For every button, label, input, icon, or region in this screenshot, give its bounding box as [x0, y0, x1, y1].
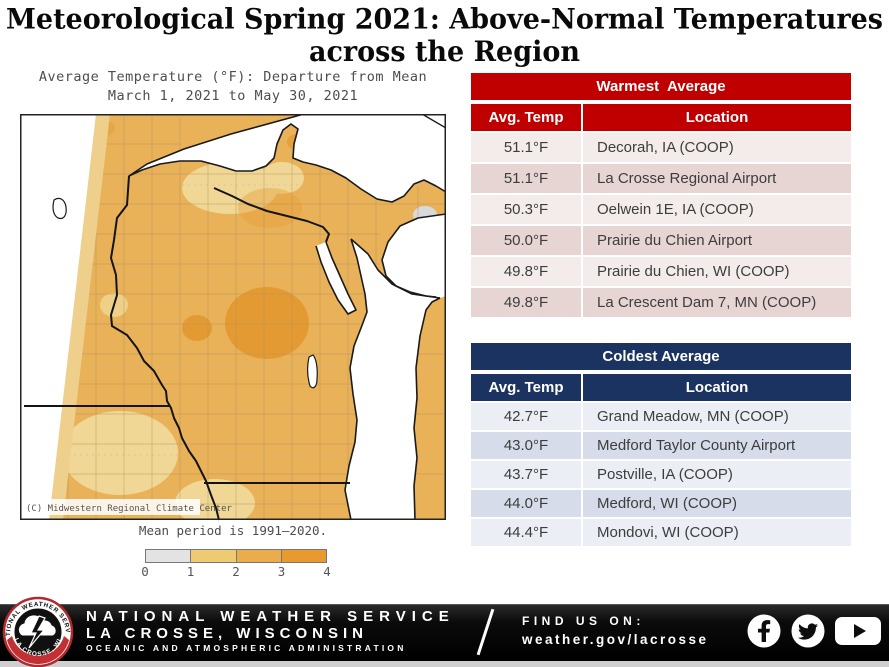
- location-cell: Oelwein 1E, IA (COOP): [583, 195, 851, 224]
- legend-tick-label: 0: [141, 564, 149, 579]
- coldest-average-table: Coldest Average Avg. Temp Location 42.7°…: [471, 343, 851, 548]
- location-cell: La Crosse Regional Airport: [583, 164, 851, 193]
- page-title: Meteorological Spring 2021: Above-Normal…: [6, 3, 883, 69]
- avg-temp-cell: 49.8°F: [471, 288, 583, 317]
- map-heading: Average Temperature (°F): Departure from…: [10, 68, 456, 106]
- legend-segment: [191, 550, 237, 562]
- table-row: 51.1°F Decorah, IA (COOP): [471, 133, 851, 162]
- warmest-col-header-location: Location: [583, 104, 851, 131]
- location-cell: Medford, WI (COOP): [583, 490, 851, 517]
- location-cell: Mondovi, WI (COOP): [583, 519, 851, 546]
- warmest-col-header-temp: Avg. Temp: [471, 104, 583, 131]
- facebook-icon[interactable]: [746, 613, 782, 649]
- avg-temp-cell: 51.1°F: [471, 164, 583, 193]
- map-heading-line1: Average Temperature (°F): Departure from…: [38, 69, 428, 85]
- table-row: 50.3°F Oelwein 1E, IA (COOP): [471, 195, 851, 224]
- warmest-average-table: Warmest Average Avg. Temp Location 51.1°…: [471, 73, 851, 319]
- table-row: 51.1°F La Crosse Regional Airport: [471, 164, 851, 193]
- warmest-table-title: Warmest Average: [471, 73, 851, 100]
- find-us-block: FIND US ON: weather.gov/lacrosse: [522, 612, 709, 650]
- lightning-icon: [28, 615, 46, 649]
- website-link[interactable]: weather.gov/lacrosse: [522, 632, 709, 647]
- map-heading-line2: March 1, 2021 to May 30, 2021: [107, 88, 359, 104]
- org-name: NATIONAL WEATHER SERVICE: [86, 608, 455, 625]
- avg-temp-cell: 43.0°F: [471, 432, 583, 459]
- legend-tick-label: 1: [186, 564, 195, 579]
- map-watermark: (C) Midwestern Regional Climate Center: [22, 499, 232, 515]
- location-cell: Prairie du Chien, WI (COOP): [583, 257, 851, 286]
- avg-temp-cell: 50.3°F: [471, 195, 583, 224]
- table-row: 49.8°F La Crescent Dam 7, MN (COOP): [471, 288, 851, 317]
- location-cell: Decorah, IA (COOP): [583, 133, 851, 162]
- legend-segment: [236, 550, 282, 562]
- legend-tick-label: 2: [232, 564, 240, 579]
- footer-bar: [0, 604, 889, 661]
- state-borders: [24, 175, 350, 521]
- shorelines: [52, 114, 446, 521]
- avg-temp-cell: 44.4°F: [471, 519, 583, 546]
- map-legend: [145, 549, 327, 563]
- mean-period-note: Mean period is 1991–2020.: [138, 523, 328, 538]
- location-cell: Postville, IA (COOP): [583, 461, 851, 488]
- svg-text:(C) Midwestern Regional Climat: (C) Midwestern Regional Climate Center: [26, 504, 232, 514]
- youtube-icon[interactable]: [834, 613, 882, 649]
- avg-temp-cell: 44.0°F: [471, 490, 583, 517]
- table-row: 49.8°F Prairie du Chien, WI (COOP): [471, 257, 851, 286]
- twitter-icon[interactable]: [790, 613, 826, 649]
- table-row: 43.7°F Postville, IA (COOP): [471, 461, 851, 488]
- social-icons: [746, 613, 882, 649]
- lakes: [20, 114, 446, 520]
- avg-temp-cell: 49.8°F: [471, 257, 583, 286]
- map-frame: [20, 114, 446, 520]
- temperature-departure-map: (C) Midwestern Regional Climate Center: [20, 114, 446, 521]
- avg-temp-cell: 42.7°F: [471, 403, 583, 430]
- coldest-col-header-temp: Avg. Temp: [471, 374, 583, 401]
- table-row: 42.7°F Grand Meadow, MN (COOP): [471, 403, 851, 430]
- nws-logo: NATIONAL WEATHER SERVICE LA CROSSE, WI: [2, 596, 74, 667]
- location-cell: Grand Meadow, MN (COOP): [583, 403, 851, 430]
- coldest-col-header-location: Location: [583, 374, 851, 401]
- find-us-label: FIND US ON:: [522, 614, 645, 628]
- table-row: 44.4°F Mondovi, WI (COOP): [471, 519, 851, 546]
- legend-tick-labels: 0 1 2 3 4: [141, 564, 331, 580]
- location-cell: La Crescent Dam 7, MN (COOP): [583, 288, 851, 317]
- avg-temp-cell: 50.0°F: [471, 226, 583, 255]
- legend-tick-label: 3: [277, 564, 286, 579]
- org-admin: OCEANIC AND ATMOSPHERIC ADMINISTRATION: [86, 643, 407, 653]
- table-row: 44.0°F Medford, WI (COOP): [471, 490, 851, 517]
- coldest-table-title: Coldest Average: [471, 343, 851, 370]
- org-text-block: NATIONAL WEATHER SERVICE LA CROSSE, WISC…: [86, 608, 455, 654]
- org-office: LA CROSSE, WISCONSIN: [86, 625, 368, 642]
- avg-temp-cell: 43.7°F: [471, 461, 583, 488]
- location-cell: Prairie du Chien Airport: [583, 226, 851, 255]
- table-row: 50.0°F Prairie du Chien Airport: [471, 226, 851, 255]
- table-row: 43.0°F Medford Taylor County Airport: [471, 432, 851, 459]
- legend-tick-label: 4: [323, 564, 331, 579]
- footer-shadow: [0, 661, 889, 667]
- location-cell: Medford Taylor County Airport: [583, 432, 851, 459]
- legend-segment: [146, 550, 192, 562]
- avg-temp-cell: 51.1°F: [471, 133, 583, 162]
- legend-segment: [281, 550, 326, 562]
